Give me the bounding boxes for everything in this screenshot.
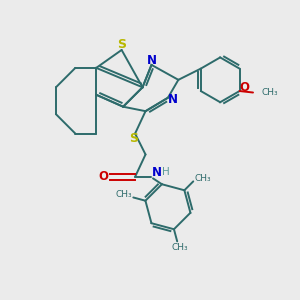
Text: S: S <box>117 38 126 51</box>
Text: H: H <box>162 167 170 177</box>
Text: O: O <box>99 170 109 183</box>
Text: CH₃: CH₃ <box>116 190 132 199</box>
Text: S: S <box>129 132 138 145</box>
Text: O: O <box>239 81 249 94</box>
Text: N: N <box>167 93 177 106</box>
Text: CH₃: CH₃ <box>261 88 278 97</box>
Text: N: N <box>146 54 157 67</box>
Text: N: N <box>152 166 162 179</box>
Text: CH₃: CH₃ <box>172 243 188 252</box>
Text: CH₃: CH₃ <box>194 174 211 183</box>
